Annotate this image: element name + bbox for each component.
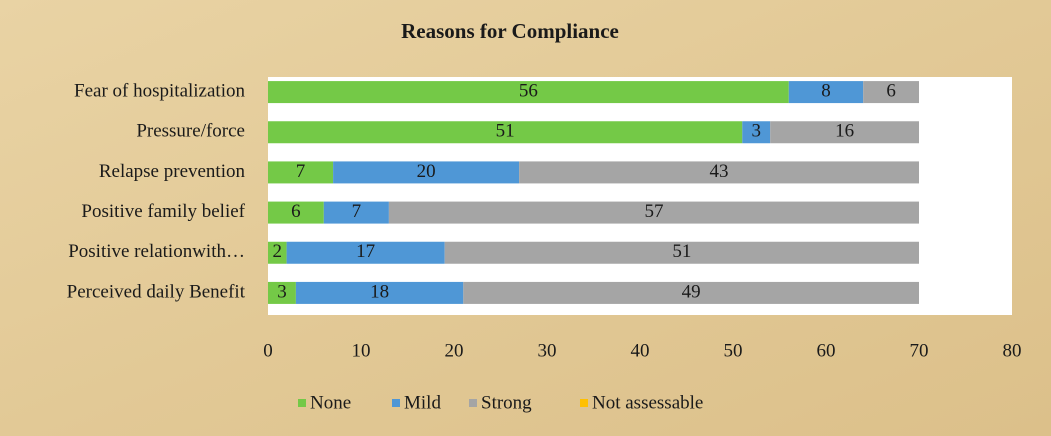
data-label: 7 [352, 201, 362, 222]
bar-segment [268, 81, 789, 104]
bar-segment [268, 201, 324, 224]
legend-label: Strong [481, 392, 532, 413]
bar-segment [863, 81, 919, 104]
bar-segment [463, 281, 919, 304]
bar-segment [742, 121, 771, 144]
bar-segment [268, 241, 287, 264]
x-tick-label: 30 [538, 340, 557, 361]
legend-label: None [310, 392, 351, 413]
data-label: 51 [672, 241, 691, 262]
bar-segment [770, 121, 919, 144]
x-tick-label: 60 [817, 340, 836, 361]
legend-label: Mild [404, 392, 441, 413]
bar-segment [323, 201, 389, 224]
x-tick-label: 0 [263, 340, 273, 361]
data-label: 57 [644, 201, 663, 222]
x-tick-label: 20 [445, 340, 464, 361]
bar-segment [788, 81, 864, 104]
bar-segment [444, 241, 919, 264]
bar-segment [333, 161, 520, 184]
data-label: 51 [496, 121, 515, 142]
legend-marker [469, 399, 477, 407]
legend-label: Not assessable [592, 392, 703, 413]
data-label: 43 [710, 161, 729, 182]
y-tick-label: Perceived daily Benefit [67, 281, 246, 302]
data-label: 17 [356, 241, 375, 262]
data-label: 3 [277, 281, 287, 302]
plot-area [268, 77, 1012, 315]
data-label: 7 [296, 161, 306, 182]
chart-title: Reasons for Compliance [401, 19, 619, 43]
data-label: 18 [370, 281, 389, 302]
bar-segment [268, 121, 743, 144]
data-label: 49 [682, 281, 701, 302]
y-tick-label: Positive family belief [81, 201, 245, 222]
bar-segment [286, 241, 445, 264]
legend-marker [392, 399, 400, 407]
bar-segment [268, 161, 334, 184]
x-tick-label: 10 [352, 340, 371, 361]
y-tick-label: Pressure/force [136, 121, 245, 142]
y-tick-label: Relapse prevention [99, 161, 246, 182]
y-tick-label: Fear of hospitalization [74, 80, 245, 101]
legend-marker [580, 399, 588, 407]
x-tick-label: 70 [910, 340, 929, 361]
data-label: 56 [519, 80, 538, 101]
bar-segment [295, 281, 464, 304]
data-label: 6 [886, 80, 896, 101]
bar-segment [268, 281, 296, 304]
x-tick-label: 50 [724, 340, 743, 361]
data-label: 6 [291, 201, 301, 222]
y-tick-label: Positive relationwith… [68, 241, 245, 262]
data-label: 8 [821, 80, 831, 101]
data-label: 2 [273, 241, 283, 262]
data-label: 16 [835, 121, 854, 142]
x-tick-label: 40 [631, 340, 650, 361]
x-tick-label: 80 [1003, 340, 1022, 361]
data-label: 20 [417, 161, 436, 182]
data-label: 3 [752, 121, 762, 142]
legend-marker [298, 399, 306, 407]
bar-segment [519, 161, 919, 184]
bar-segment [388, 201, 919, 224]
